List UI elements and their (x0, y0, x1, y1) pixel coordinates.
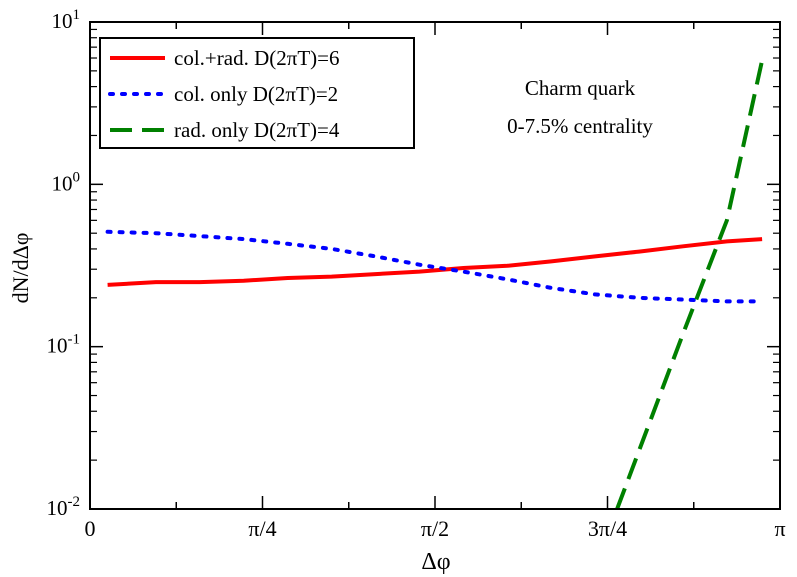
x-axis-label: Δφ (421, 549, 450, 575)
series-line-1 (105, 229, 765, 304)
y-tick-label: 101 (52, 7, 81, 33)
y-tick-label: 100 (52, 169, 81, 195)
x-tick-label: 3π/4 (588, 516, 627, 541)
series-line-2 (615, 59, 765, 509)
legend-label-1: col. only D(2πT)=2 (174, 82, 338, 106)
y-tick-label: 10-1 (47, 332, 81, 358)
series-line-0 (107, 237, 763, 287)
series-lines (105, 59, 765, 509)
annotation-particle: Charm quark (525, 76, 636, 100)
axes: 0 π/4 π/2 3π/4 π 10-2 10-1 100 101 (47, 7, 786, 541)
legend: col.+rad. D(2πT)=6 col. only D(2πT)=2 rad.… (99, 37, 415, 149)
annotation-centrality: 0-7.5% centrality (507, 114, 653, 138)
legend-label-0: col.+rad. D(2πT)=6 (174, 46, 340, 70)
x-tick-label: π/4 (248, 516, 276, 541)
x-tick-label: π/2 (421, 516, 449, 541)
x-tick-label: π (774, 516, 785, 541)
x-tick-label: 0 (85, 516, 96, 541)
legend-label-2: rad. only D(2πT)=4 (174, 118, 340, 142)
y-tick-label: 10-2 (47, 494, 81, 520)
y-axis-label: dN/dΔφ (8, 233, 33, 304)
